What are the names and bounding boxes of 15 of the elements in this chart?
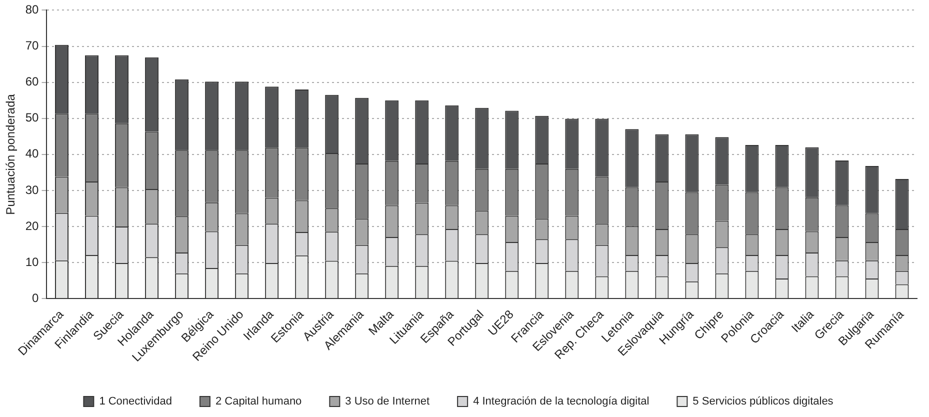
y-tick-label: 50: [25, 110, 40, 125]
legend-label: 4 Integración de la tecnología digital: [473, 396, 650, 408]
legend-label: 5 Servicios públicos digitales: [692, 396, 834, 408]
y-tick-label: 0: [32, 290, 40, 305]
y-tick-label: 60: [25, 74, 40, 89]
y-tick-label: 10: [25, 254, 40, 269]
legend-label: 3 Uso de Internet: [345, 396, 430, 408]
y-tick-label: 30: [25, 182, 40, 197]
y-tick-label: 70: [25, 38, 40, 53]
y-tick-label: 20: [25, 218, 40, 233]
y-tick-label: 40: [25, 146, 40, 161]
legend-label: 2 Capital humano: [215, 396, 302, 408]
legend-label: 1 Conectividad: [99, 396, 172, 408]
y-tick-label: 80: [25, 2, 40, 17]
y-axis-title: Puntuación ponderada: [4, 94, 18, 215]
